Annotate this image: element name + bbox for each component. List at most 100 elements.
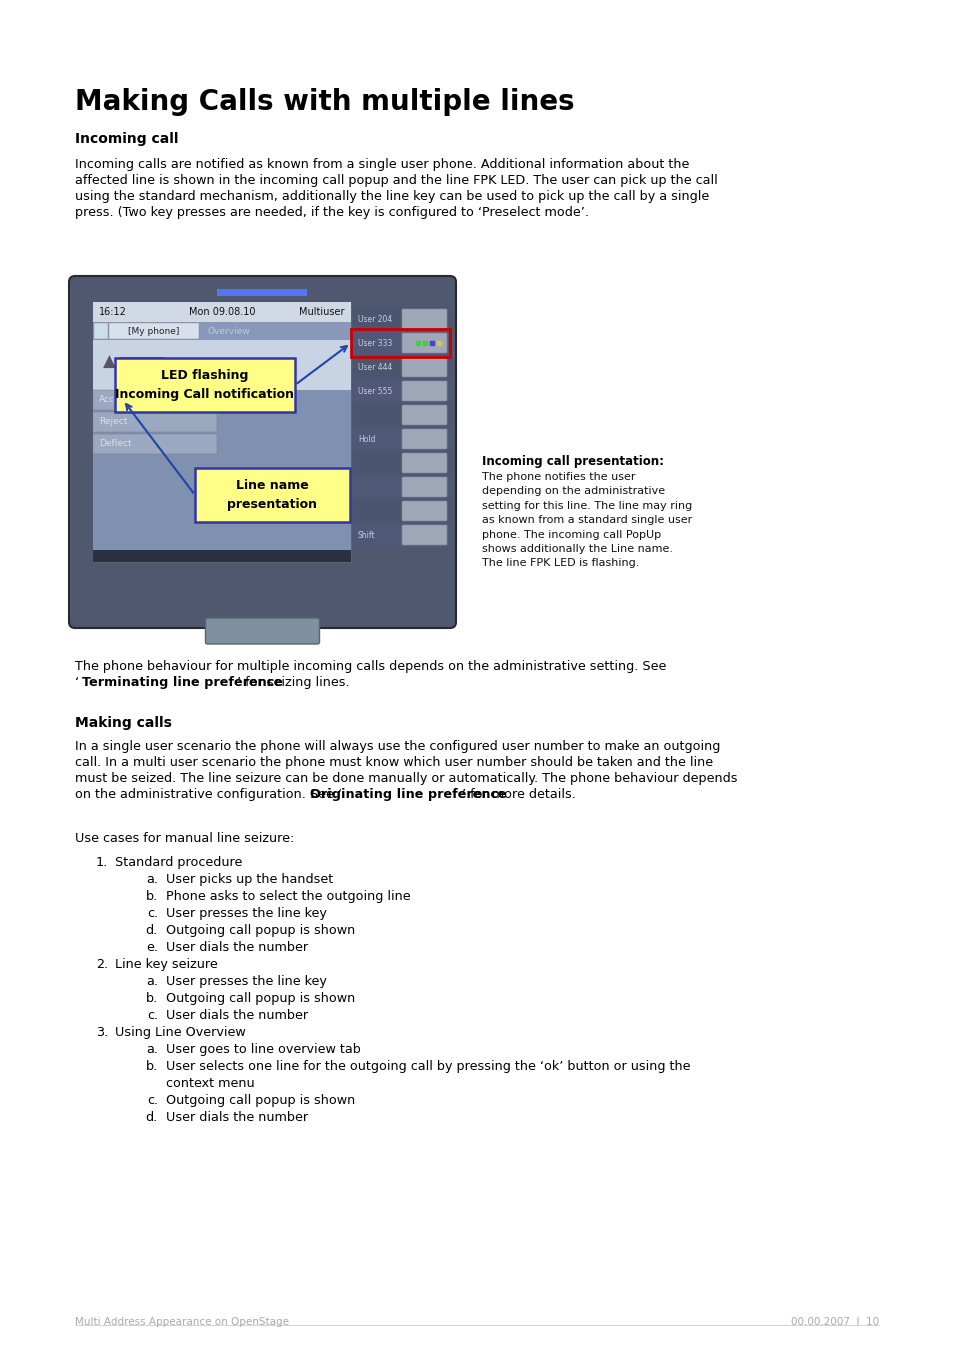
Text: User 204: User 204 (357, 315, 392, 323)
Text: 16:12: 16:12 (99, 307, 127, 317)
Text: a.: a. (146, 975, 158, 988)
Bar (351, 330, 450, 357)
Text: b.: b. (146, 992, 158, 1005)
Bar (92, 303, 351, 322)
Text: b.: b. (146, 890, 158, 902)
FancyBboxPatch shape (69, 276, 456, 628)
FancyBboxPatch shape (115, 358, 294, 412)
FancyBboxPatch shape (401, 477, 447, 497)
Text: User 444: User 444 (357, 362, 392, 372)
Bar (353, 451, 450, 476)
Text: Standard procedure: Standard procedure (115, 857, 242, 869)
Text: User goes to line overview tab: User goes to line overview tab (166, 1043, 360, 1056)
FancyBboxPatch shape (401, 405, 447, 426)
Text: ’ for seizing lines.: ’ for seizing lines. (236, 676, 349, 689)
Text: .: . (75, 654, 78, 663)
Bar (109, 323, 199, 339)
Text: Outgoing call popup is shown: Outgoing call popup is shown (166, 992, 355, 1005)
Text: Outgoing call popup is shown: Outgoing call popup is shown (166, 924, 355, 938)
Bar (353, 403, 450, 427)
Text: 3.: 3. (95, 1025, 108, 1039)
Text: ’ for more details.: ’ for more details. (461, 788, 576, 801)
Text: must be seized. The line seizure can be done manually or automatically. The phon: must be seized. The line seizure can be … (75, 771, 737, 785)
Bar (353, 380, 450, 403)
Text: Originating line preference: Originating line preference (310, 788, 506, 801)
Text: Mon 09.08.10: Mon 09.08.10 (189, 307, 255, 317)
Text: User 555: User 555 (357, 386, 392, 396)
Text: Incoming calls are notified as known from a single user phone. Additional inform: Incoming calls are notified as known fro… (75, 158, 689, 172)
Text: using the standard mechanism, additionally the line key can be used to pick up t: using the standard mechanism, additional… (75, 190, 708, 203)
Bar (92, 434, 216, 454)
Text: Line key seizure: Line key seizure (115, 958, 217, 971)
FancyBboxPatch shape (401, 309, 447, 330)
Text: User dials the number: User dials the number (166, 1111, 308, 1124)
Text: LED flashing
Incoming Call notification: LED flashing Incoming Call notification (115, 369, 294, 401)
Text: User picks up the handset: User picks up the handset (166, 873, 333, 886)
Bar (92, 550, 351, 562)
Text: on the administrative configuration. See ‘: on the administrative configuration. See… (75, 788, 341, 801)
Bar (353, 331, 450, 355)
Bar (353, 307, 450, 331)
Text: c.: c. (147, 1009, 158, 1021)
Text: ▲: ▲ (103, 353, 115, 372)
Bar (353, 523, 450, 547)
Text: User 333: User 333 (125, 359, 159, 369)
Text: The phone notifies the user
depending on the administrative
setting for this lin: The phone notifies the user depending on… (481, 471, 692, 569)
Text: call. In a multi user scenario the phone must know which user number should be t: call. In a multi user scenario the phone… (75, 757, 713, 769)
Text: a.: a. (146, 1043, 158, 1056)
Text: press. (Two key presses are needed, if the key is configured to ‘Preselect mode’: press. (Two key presses are needed, if t… (75, 205, 588, 219)
Bar (92, 303, 351, 562)
Text: Making calls: Making calls (75, 716, 172, 730)
Text: Reject: Reject (99, 417, 128, 427)
Text: b.: b. (146, 1061, 158, 1073)
Text: Multi Address Appearance on OpenStage: Multi Address Appearance on OpenStage (75, 1317, 289, 1327)
FancyBboxPatch shape (401, 357, 447, 377)
Bar (120, 358, 164, 370)
Text: User presses the line key: User presses the line key (166, 907, 327, 920)
Bar (94, 323, 108, 339)
Bar (92, 340, 351, 390)
FancyBboxPatch shape (401, 430, 447, 449)
Text: Terminating line preference: Terminating line preference (82, 676, 283, 689)
Text: ‘: ‘ (75, 676, 79, 689)
Text: d.: d. (146, 1111, 158, 1124)
Text: Line name
presentation: Line name presentation (227, 480, 317, 511)
Text: Making Calls with multiple lines: Making Calls with multiple lines (75, 88, 574, 116)
Bar (217, 289, 307, 296)
Text: 00.00.2007  I  10: 00.00.2007 I 10 (790, 1317, 878, 1327)
Text: 1.: 1. (95, 857, 108, 869)
FancyBboxPatch shape (401, 381, 447, 401)
Bar (353, 499, 450, 523)
FancyBboxPatch shape (401, 453, 447, 473)
FancyBboxPatch shape (401, 526, 447, 544)
Text: Use cases for manual line seizure:: Use cases for manual line seizure: (75, 832, 294, 844)
Text: Accept: Accept (99, 396, 130, 404)
Text: e.: e. (146, 942, 158, 954)
FancyBboxPatch shape (194, 467, 350, 521)
FancyBboxPatch shape (401, 332, 447, 353)
Text: Using Line Overview: Using Line Overview (115, 1025, 246, 1039)
Bar (92, 390, 216, 409)
Text: User dials the number: User dials the number (166, 1009, 308, 1021)
Bar (353, 427, 450, 451)
Text: User selects one line for the outgoing call by pressing the ‘ok’ button or using: User selects one line for the outgoing c… (166, 1061, 690, 1073)
Text: Outgoing call popup is shown: Outgoing call popup is shown (166, 1094, 355, 1106)
Text: affected line is shown in the incoming call popup and the line FPK LED. The user: affected line is shown in the incoming c… (75, 174, 717, 186)
Text: Overview: Overview (208, 327, 250, 335)
Text: User dials the number: User dials the number (166, 942, 308, 954)
Text: In a single user scenario the phone will always use the configured user number t: In a single user scenario the phone will… (75, 740, 720, 753)
Text: a.: a. (146, 873, 158, 886)
Text: Shift: Shift (357, 531, 375, 539)
Text: Multiuser: Multiuser (299, 307, 345, 317)
Text: [My phone]: [My phone] (128, 327, 179, 335)
Text: Hold: Hold (357, 435, 375, 443)
Bar (92, 340, 351, 562)
Bar (92, 412, 216, 432)
Bar (353, 476, 450, 499)
Bar (92, 322, 351, 340)
FancyBboxPatch shape (401, 501, 447, 521)
Text: User 333: User 333 (357, 339, 392, 347)
Text: 2.: 2. (95, 958, 108, 971)
Text: Gunnar Boll: Gunnar Boll (171, 359, 224, 369)
Bar (353, 355, 450, 380)
